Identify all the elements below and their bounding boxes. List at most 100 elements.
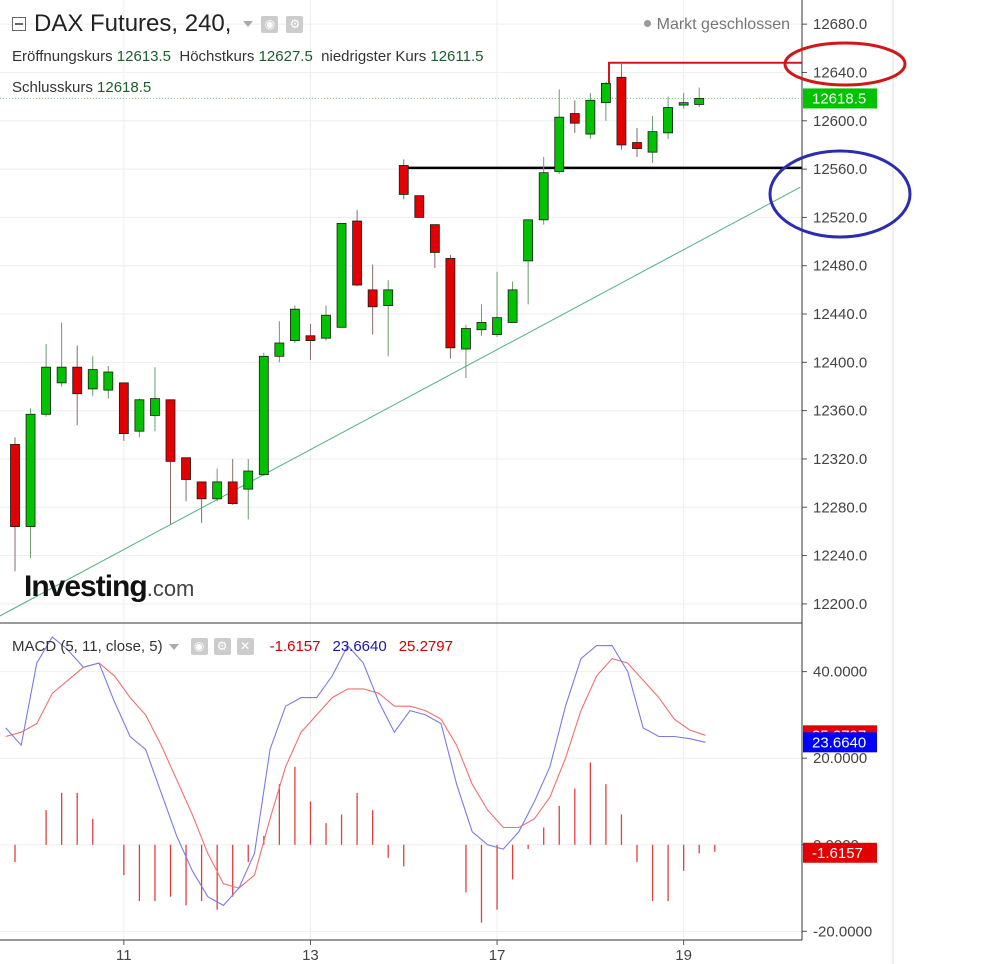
investing-logo: Investing.com <box>24 570 194 604</box>
market-status-text: Markt geschlossen <box>656 16 790 33</box>
candle-body-12 <box>196 481 207 500</box>
logo-suffix: .com <box>146 576 195 601</box>
candle-body-27 <box>429 224 440 253</box>
y-tick-label-11: 12240.0 <box>813 548 867 565</box>
candle-body-28 <box>445 258 456 349</box>
macd-line-value: 23.6640 <box>332 638 387 655</box>
candle-body-1 <box>25 413 36 527</box>
candle-body-25 <box>398 165 409 195</box>
eye-icon[interactable]: ◉ <box>190 638 208 655</box>
chevron-down-icon[interactable] <box>168 643 179 650</box>
close-icon[interactable]: ✕ <box>236 638 254 655</box>
resistance-level-line <box>608 61 802 89</box>
candle-body-10 <box>165 399 176 462</box>
candle-body-0 <box>10 444 20 527</box>
candle-body-24 <box>383 289 394 306</box>
candle-body-4 <box>72 366 83 395</box>
candle-body-20 <box>321 314 331 339</box>
candle-body-30 <box>476 322 487 331</box>
candle-body-21 <box>336 223 347 328</box>
candle-body-29 <box>461 328 471 350</box>
candle-body-19 <box>305 335 316 341</box>
y-tick-label-9: 12320.0 <box>813 451 867 468</box>
candle-body-44 <box>694 98 705 105</box>
low-label: niedrigster Kurs <box>321 48 427 65</box>
hist-badge-text: -1.6157 <box>812 845 863 862</box>
candle-body-41 <box>647 131 658 153</box>
red-circle-annotation <box>783 41 907 87</box>
candle-body-11 <box>181 457 191 480</box>
candle-body-14 <box>227 481 238 505</box>
candle-body-7 <box>118 382 129 434</box>
y-tick-label-4: 12520.0 <box>813 209 867 226</box>
candle-body-26 <box>414 195 425 218</box>
chart-title: DAX Futures, 240, <box>34 10 232 37</box>
y-tick-label-6: 12440.0 <box>813 306 867 323</box>
y-tick-label-5: 12480.0 <box>813 258 867 275</box>
candle-body-8 <box>134 399 145 432</box>
candle-body-38 <box>601 82 611 104</box>
y-tick-label-12: 12200.0 <box>813 596 867 613</box>
last-price-badge-text: 12618.5 <box>812 90 866 107</box>
candle-body-15 <box>243 470 254 490</box>
signal-line <box>5 657 706 889</box>
low-value: 12611.5 <box>430 48 484 65</box>
macd-tick-label-0: 40.0000 <box>813 664 867 681</box>
macd-tick-label-1: 20.0000 <box>813 750 867 767</box>
title-row: DAX Futures, 240, ◉ ⚙ <box>12 10 304 38</box>
x-tick-label-3: 19 <box>675 947 692 964</box>
y-tick-label-3: 12560.0 <box>813 161 867 178</box>
candle-body-9 <box>150 398 160 416</box>
y-tick-label-1: 12640.0 <box>813 64 867 81</box>
annotations <box>0 61 802 617</box>
collapse-icon[interactable] <box>12 17 26 31</box>
macd-badge-text: 23.6640 <box>812 734 866 751</box>
ohlc-row: Eröffnungskurs 12613.5 Höchstkurs 12627.… <box>12 48 483 65</box>
candle-body-34 <box>538 172 549 221</box>
close-row: Schlusskurs 12618.5 <box>12 79 151 96</box>
y-tick-label-2: 12600.0 <box>813 113 867 130</box>
candle-body-13 <box>212 481 223 500</box>
candle-body-3 <box>56 366 67 384</box>
macd-tick-label-3: -20.0000 <box>813 923 872 940</box>
candle-body-23 <box>367 289 378 308</box>
chevron-down-icon[interactable] <box>243 21 254 27</box>
x-tick-label-0: 11 <box>116 947 132 964</box>
x-tick-label-2: 17 <box>489 947 506 964</box>
candle-body-40 <box>632 142 642 149</box>
candle-body-18 <box>289 308 300 341</box>
blue-circle-annotation <box>768 149 912 239</box>
close-value: 12618.5 <box>97 79 152 96</box>
macd-line <box>5 636 706 907</box>
y-tick-label-8: 12360.0 <box>813 403 867 420</box>
candle-body-31 <box>492 317 502 335</box>
macd-badge-bg <box>803 732 877 753</box>
axes: 12680.0 12640.0 12600.0 12560.0 12520.0 12480… <box>0 0 894 964</box>
market-status: Markt geschlossen <box>643 16 790 34</box>
macd-label: MACD (5, 11, close, 5) <box>12 638 163 655</box>
price-badges: 12618.525.279723.6640-1.6157 <box>768 41 912 863</box>
grid-lines <box>0 0 802 940</box>
gear-icon[interactable]: ⚙ <box>286 15 304 33</box>
gear-icon[interactable]: ⚙ <box>213 638 231 655</box>
high-label: Höchstkurs <box>179 48 255 65</box>
candle-body-33 <box>523 219 534 262</box>
open-label: Eröffnungskurs <box>12 48 113 65</box>
trend-line <box>0 186 801 617</box>
y-tick-label-7: 12400.0 <box>813 354 867 371</box>
close-label: Schlusskurs <box>12 79 93 96</box>
candle-body-5 <box>87 369 98 390</box>
eye-icon[interactable]: ◉ <box>261 15 279 33</box>
candle-body-16 <box>258 355 269 476</box>
macd-plot <box>5 636 716 923</box>
candle-body-35 <box>554 116 565 172</box>
hist-badge-bg <box>803 842 877 863</box>
candle-body-2 <box>41 366 51 415</box>
open-value: 12613.5 <box>116 48 172 65</box>
y-tick-label-10: 12280.0 <box>813 499 867 516</box>
candle-body-39 <box>616 76 627 146</box>
candle-body-17 <box>274 342 285 357</box>
last-price-badge-bg <box>803 88 877 109</box>
status-dot-icon <box>643 20 651 27</box>
